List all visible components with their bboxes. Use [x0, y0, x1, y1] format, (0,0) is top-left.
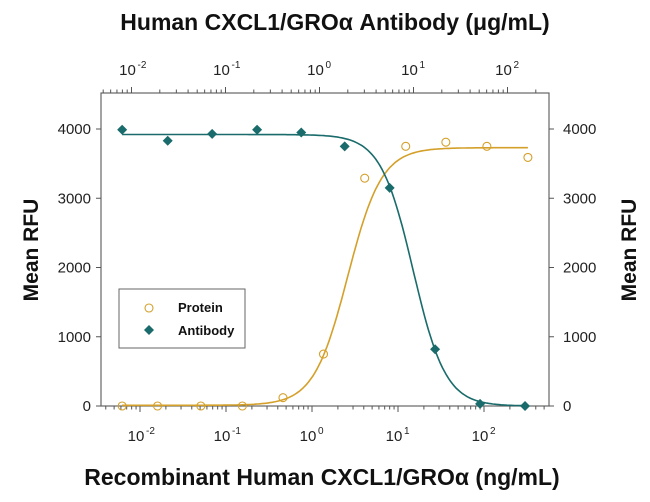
data-points [117, 124, 533, 411]
y-left-tick-label: 1000 [58, 329, 91, 346]
y-left-tick-label: 4000 [58, 121, 91, 138]
x-top-tick-exponent: -1 [232, 60, 241, 71]
legend: Protein Antibody [118, 288, 246, 349]
antibody-fit-curve [122, 133, 525, 407]
x-top-tick-exponent: 1 [420, 60, 426, 71]
y-right-tick-label: 0 [563, 398, 571, 415]
y-right-tick-label: 1000 [563, 329, 596, 346]
antibody-point [117, 124, 128, 135]
fit-curves [122, 133, 528, 407]
y-left-tick-label: 3000 [58, 190, 91, 207]
x-bottom-tick-exponent: 1 [404, 426, 410, 437]
protein-fit-curve [122, 146, 528, 407]
antibody-point [430, 344, 441, 355]
x-axis-label: Recombinant Human CXCL1/GROα (ng/mL) [84, 464, 559, 490]
y-right-tick-label: 3000 [563, 190, 596, 207]
chart-title: Human CXCL1/GROα Antibody (μg/mL) [120, 9, 549, 35]
antibody-point [162, 135, 173, 146]
y-right-tick-label: 4000 [563, 121, 596, 138]
x-top-tick-label: 10 [401, 62, 418, 79]
axes: 10 -2 10 -1 10 0 10 1 10 210 -2 10 -1 10 0 10 1 10 20 01000… [58, 60, 597, 445]
x-bottom-tick-label: 10 [300, 428, 317, 445]
x-top-tick-label: 10 [213, 62, 230, 79]
protein-point [441, 137, 451, 147]
x-top-tick-label: 10 [495, 62, 512, 79]
x-top-tick-exponent: 0 [326, 60, 332, 71]
protein-point [401, 141, 411, 151]
x-bottom-tick-label: 10 [386, 428, 403, 445]
x-bottom-tick-exponent: 0 [318, 426, 324, 437]
protein-point [482, 141, 492, 151]
y-left-tick-label: 0 [83, 398, 91, 415]
antibody-point [339, 141, 350, 152]
legend-protein-label: Protein [178, 300, 223, 315]
antibody-point [207, 128, 218, 139]
x-top-tick-exponent: -2 [138, 60, 147, 71]
y-right-tick-label: 2000 [563, 260, 596, 277]
legend-antibody-label: Antibody [178, 323, 235, 338]
legend-protein-marker [144, 303, 154, 313]
y-left-tick-label: 2000 [58, 260, 91, 277]
protein-point [196, 401, 206, 411]
antibody-point [520, 401, 531, 411]
x-bottom-tick-label: 10 [472, 428, 489, 445]
antibody-point [252, 124, 263, 135]
x-bottom-tick-exponent: 2 [490, 426, 496, 437]
x-bottom-tick-exponent: -2 [146, 426, 155, 437]
y-axis-label-right: Mean RFU [618, 199, 641, 302]
x-bottom-tick-label: 10 [214, 428, 231, 445]
x-top-tick-exponent: 2 [514, 60, 520, 71]
legend-antibody-marker [144, 325, 154, 335]
protein-point [360, 173, 370, 183]
y-axis-label-left: Mean RFU [20, 199, 43, 302]
protein-point [278, 393, 288, 403]
antibody-point [296, 127, 307, 138]
x-top-tick-label: 10 [307, 62, 324, 79]
protein-point [523, 152, 533, 162]
plot-frame [100, 92, 550, 407]
protein-point [237, 401, 247, 411]
x-bottom-tick-label: 10 [128, 428, 145, 445]
protein-point [318, 349, 329, 359]
antibody-point [384, 182, 395, 193]
protein-point [117, 401, 127, 411]
antibody-point [475, 398, 486, 409]
x-top-tick-label: 10 [119, 62, 136, 79]
protein-point [153, 401, 163, 411]
legend-box [118, 288, 246, 349]
x-bottom-tick-exponent: -1 [232, 426, 241, 437]
